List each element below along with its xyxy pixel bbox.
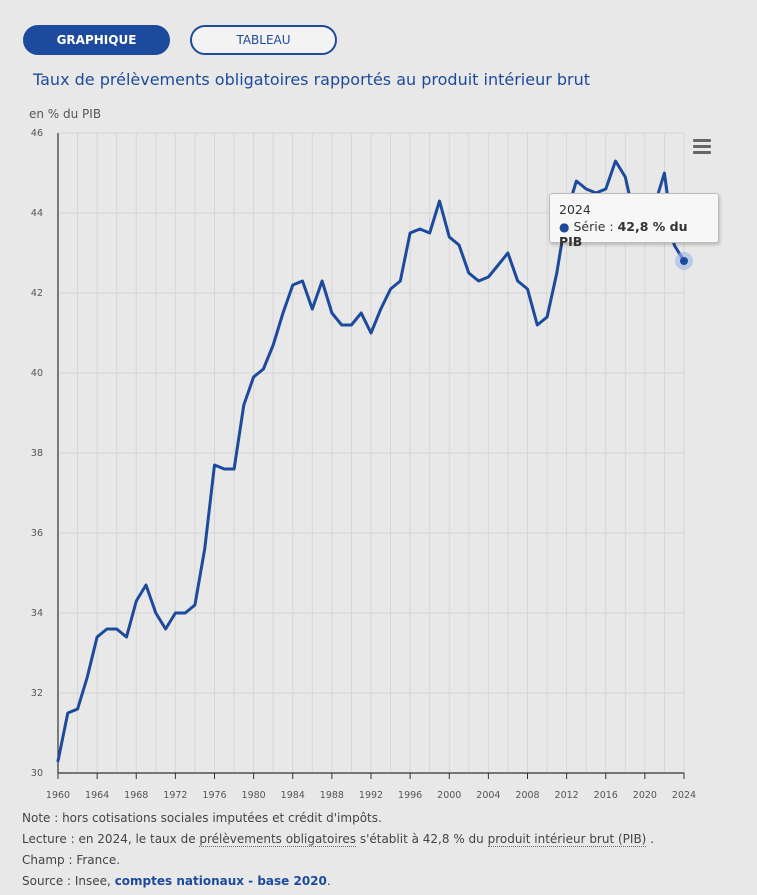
y-tick-label: 30 <box>31 768 43 779</box>
source-prefix: Source : Insee, <box>22 874 115 888</box>
x-tick-label: 1984 <box>281 790 305 801</box>
note-line: Note : hors cotisations sociales imputée… <box>22 811 382 825</box>
y-tick-label: 46 <box>31 128 43 139</box>
definition-link-po[interactable]: prélèvements obligatoires <box>199 832 356 847</box>
series-dot-icon: ● <box>559 220 570 234</box>
y-tick-label: 38 <box>31 448 43 459</box>
data-tooltip: 2024 ● Série : 42,8 % du PIB <box>549 193 719 249</box>
x-tick-label: 1992 <box>359 790 383 801</box>
source-line: Source : Insee, comptes nationaux - base… <box>22 871 654 892</box>
x-tick-label: 2012 <box>555 790 579 801</box>
definition-link-pib[interactable]: produit intérieur brut (PIB) <box>487 832 647 847</box>
x-tick-label: 1960 <box>46 790 70 801</box>
tab-graphique[interactable]: GRAPHIQUE <box>23 25 170 55</box>
y-axis-unit: en % du PIB <box>29 107 102 121</box>
x-tick-label: 2004 <box>476 790 500 801</box>
hamburger-menu-icon[interactable] <box>693 139 711 155</box>
x-tick-label: 2008 <box>515 790 539 801</box>
x-tick-label: 2016 <box>594 790 618 801</box>
tooltip-year: 2024 <box>559 202 591 217</box>
series-line <box>56 159 686 763</box>
source-link[interactable]: comptes nationaux - base 2020 <box>114 874 327 888</box>
x-tick-label: 1996 <box>398 790 422 801</box>
x-tick-label: 2024 <box>672 790 696 801</box>
data-point <box>680 257 688 265</box>
x-tick-label: 2020 <box>633 790 657 801</box>
chart-title: Taux de prélèvements obligatoires rappor… <box>33 70 591 89</box>
y-tick-label: 40 <box>31 368 43 379</box>
x-tick-label: 2000 <box>437 790 461 801</box>
chart-notes: Note : hors cotisations sociales imputée… <box>22 808 654 892</box>
tab-tableau[interactable]: TABLEAU <box>190 25 337 55</box>
x-tick-label: 1980 <box>242 790 266 801</box>
y-tick-label: 34 <box>31 608 43 619</box>
lecture-line: Lecture : en 2024, le taux de prélèvemen… <box>22 829 654 850</box>
lecture-mid: s'établit à 42,8 % du <box>356 832 488 846</box>
y-tick-label: 32 <box>31 688 43 699</box>
x-tick-label: 1988 <box>320 790 344 801</box>
lecture-suffix: . <box>646 832 655 846</box>
y-tick-label: 44 <box>31 208 43 219</box>
x-tick-label: 1968 <box>124 790 148 801</box>
x-tick-label: 1972 <box>163 790 187 801</box>
lecture-prefix: Lecture : en 2024, le taux de <box>22 832 200 846</box>
source-suffix: . <box>326 874 331 888</box>
x-tick-label: 1964 <box>85 790 109 801</box>
x-tick-label: 1976 <box>202 790 226 801</box>
champ-line: Champ : France. <box>22 853 121 867</box>
y-tick-label: 42 <box>31 288 43 299</box>
tooltip-series-label: Série : <box>573 219 614 234</box>
tooltip-value: 42,8 % du PIB <box>559 219 688 249</box>
y-tick-label: 36 <box>31 528 43 539</box>
